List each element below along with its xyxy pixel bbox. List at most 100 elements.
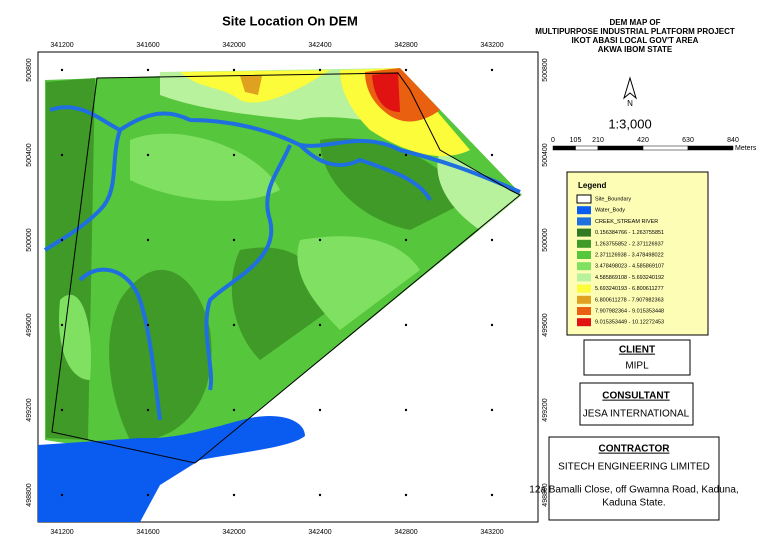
scale-label: 840 [727,137,739,144]
legend-title: Legend [578,181,607,190]
consultant-box: CONSULTANT JESA INTERNATIONAL [579,382,694,426]
y-coord-label: 500400 [542,143,549,166]
legend-swatch [577,273,591,282]
scale-segment [642,145,689,151]
grid-dot [60,68,64,72]
scale-label: 105 [570,137,582,144]
legend-label: 9.015353449 - 10.12272453 [595,320,664,326]
y-coord-label: 500800 [26,58,33,81]
legend-label: 7.907982364 - 9.015353448 [595,308,664,314]
grid-dot [490,238,494,242]
scale-unit: Meters [735,145,757,152]
x-coord-label: 341200 [50,42,73,49]
scale-ratio: 1:3,000 [608,116,651,131]
header-line: AKWA IBOM STATE [598,45,673,54]
grid-dot [60,238,64,242]
x-coord-label: 342000 [222,42,245,49]
grid-dot [404,238,408,242]
x-coord-label: 341600 [136,529,159,536]
grid-dot [404,68,408,72]
grid-dot [146,153,150,157]
legend-label: CREEK_STREAM RIVER [595,219,658,225]
grid-dot [146,68,150,72]
grid-dot [490,153,494,157]
scale-segment [597,145,644,151]
legend-label: 4.585869108 - 5.693240192 [595,275,664,281]
grid-dot [404,323,408,327]
header-line: DEM MAP OF [610,18,661,27]
consultant-heading: CONSULTANT [602,391,669,402]
x-coord-label: 341200 [50,529,73,536]
legend-swatch [577,284,591,293]
legend-swatch [577,251,591,259]
legend-swatch [577,239,591,248]
water-body [38,416,305,522]
grid-dot [60,408,64,412]
grid-dot [318,238,322,242]
grid-dot [490,408,494,412]
creeks [43,105,521,421]
scale-label: 630 [682,137,694,144]
header-line: MULTIPURPOSE INDUSTRIAL PLATFORM PROJECT [535,27,735,36]
contractor-heading: CONTRACTOR [599,444,671,455]
dem-raster [45,68,522,463]
grid-dot [490,68,494,72]
legend-label: Site_Boundary [595,196,631,202]
y-coord-label: 500000 [542,228,549,251]
consultant-name: JESA INTERNATIONAL [583,409,690,420]
client-box: CLIENT MIPL [583,339,691,376]
grid-dot [232,408,236,412]
scale-label: 0 [551,137,555,144]
contractor-name: SITECH ENGINEERING LIMITED [558,462,710,473]
x-coord-label: 342800 [394,42,417,49]
legend: Legend Site_Boundary Water_Body CREEK_STRE… [566,171,709,336]
grid-dot [60,153,64,157]
scale-segment [687,145,734,151]
y-coord-label: 499200 [542,398,549,421]
north-arrow: N [623,76,637,108]
contractor-box: CONTRACTOR SITECH ENGINEERING LIMITED 12… [529,436,739,521]
y-coord-label: 500400 [26,143,33,166]
client-name: MIPL [625,361,649,372]
map-title: Site Location On DEM [222,13,358,28]
grid-dot [60,323,64,327]
legend-swatch [576,194,592,204]
scale-label: 210 [592,137,604,144]
x-coord-label: 341600 [136,42,159,49]
x-coord-label: 342000 [222,529,245,536]
grid-dot [232,68,236,72]
grid-dot [318,408,322,412]
legend-label: 0.156384766 - 1.263755851 [595,230,664,236]
legend-swatch [577,228,591,237]
legend-swatch [577,295,591,304]
grid-dot [318,68,322,72]
x-coord-label: 342400 [308,42,331,49]
x-coord-label: 342800 [394,529,417,536]
client-heading: CLIENT [619,345,655,356]
grid-dot [404,493,408,497]
legend-swatch [577,262,591,271]
grid-dot [318,493,322,497]
y-coord-label: 499600 [542,313,549,336]
scale-segment [575,145,599,151]
y-coord-label: 498800 [542,483,549,506]
header-line: IKOT ABASI LOCAL GOV'T AREA [572,36,699,45]
legend-label: 1.263755852 - 2.371126937 [595,241,664,247]
y-coord-label: 499200 [26,398,33,421]
legend-label: 6.800611278 - 7.907982363 [595,297,664,303]
grid-dot [232,238,236,242]
legend-label: Water_Body [595,208,625,214]
grid-dot [232,153,236,157]
grid-dot [60,493,64,497]
x-coord-label: 343200 [480,529,503,536]
grid-dot [490,323,494,327]
coordinates: 341200 341200 341600 341600 342000 342000 3424… [26,42,549,536]
x-coord-label: 343200 [480,42,503,49]
grid-dot [232,493,236,497]
contractor-address: Kaduna State. [602,498,665,509]
north-label: N [627,99,633,108]
legend-swatch [577,217,591,226]
